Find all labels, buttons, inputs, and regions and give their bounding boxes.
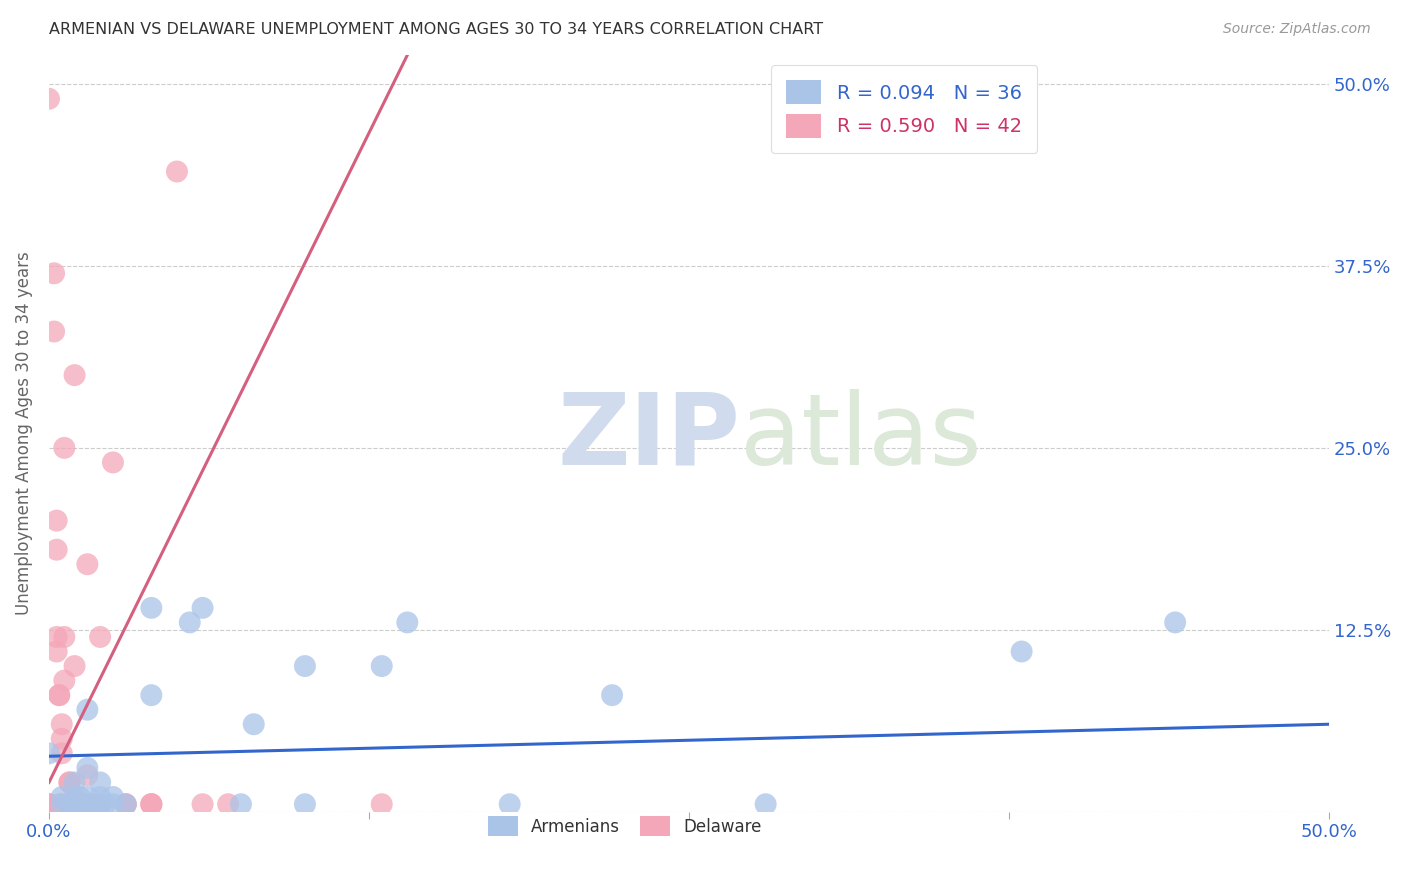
Delaware <box>166 164 188 178</box>
Delaware <box>45 514 67 528</box>
Armenians <box>101 789 124 804</box>
Delaware <box>141 797 163 812</box>
Armenians <box>1011 644 1033 658</box>
Armenians <box>191 600 214 615</box>
Delaware <box>63 368 86 383</box>
Armenians <box>101 797 124 812</box>
Delaware <box>79 797 101 812</box>
Delaware <box>45 644 67 658</box>
Armenians <box>89 797 111 812</box>
Delaware <box>63 797 86 812</box>
Armenians <box>242 717 264 731</box>
Delaware <box>217 797 239 812</box>
Armenians <box>1164 615 1187 630</box>
Armenians <box>69 797 91 812</box>
Delaware <box>89 630 111 644</box>
Armenians <box>76 797 98 812</box>
Delaware <box>53 630 76 644</box>
Delaware <box>370 797 392 812</box>
Armenians <box>76 789 98 804</box>
Delaware <box>48 797 70 812</box>
Armenians <box>63 797 86 812</box>
Delaware <box>76 558 98 572</box>
Armenians <box>294 797 316 812</box>
Text: ZIP: ZIP <box>557 389 740 485</box>
Armenians <box>294 659 316 673</box>
Armenians <box>58 797 80 812</box>
Armenians <box>51 789 73 804</box>
Delaware <box>58 797 80 812</box>
Delaware <box>114 797 136 812</box>
Armenians <box>63 789 86 804</box>
Delaware <box>48 688 70 702</box>
Armenians <box>51 797 73 812</box>
Delaware <box>101 455 124 469</box>
Delaware <box>76 768 98 782</box>
Armenians <box>89 775 111 789</box>
Armenians <box>89 789 111 804</box>
Text: Source: ZipAtlas.com: Source: ZipAtlas.com <box>1223 22 1371 37</box>
Armenians <box>94 797 117 812</box>
Armenians <box>141 688 163 702</box>
Delaware <box>58 775 80 789</box>
Delaware <box>45 630 67 644</box>
Delaware <box>38 797 60 812</box>
Delaware <box>45 542 67 557</box>
Y-axis label: Unemployment Among Ages 30 to 34 years: Unemployment Among Ages 30 to 34 years <box>15 252 32 615</box>
Armenians <box>84 797 107 812</box>
Delaware <box>56 797 79 812</box>
Armenians <box>141 600 163 615</box>
Armenians <box>76 761 98 775</box>
Delaware <box>51 731 73 746</box>
Armenians <box>370 659 392 673</box>
Armenians <box>396 615 419 630</box>
Delaware <box>42 325 65 339</box>
Text: ARMENIAN VS DELAWARE UNEMPLOYMENT AMONG AGES 30 TO 34 YEARS CORRELATION CHART: ARMENIAN VS DELAWARE UNEMPLOYMENT AMONG … <box>49 22 824 37</box>
Delaware <box>51 747 73 761</box>
Armenians <box>499 797 522 812</box>
Delaware <box>114 797 136 812</box>
Delaware <box>53 673 76 688</box>
Delaware <box>191 797 214 812</box>
Delaware <box>141 797 163 812</box>
Armenians <box>63 775 86 789</box>
Delaware <box>51 717 73 731</box>
Delaware <box>48 688 70 702</box>
Armenians <box>229 797 252 812</box>
Armenians <box>179 615 201 630</box>
Delaware <box>141 797 163 812</box>
Armenians <box>69 789 91 804</box>
Legend: Armenians, Delaware: Armenians, Delaware <box>479 808 770 845</box>
Armenians <box>755 797 778 812</box>
Delaware <box>42 266 65 280</box>
Delaware <box>53 441 76 455</box>
Armenians <box>114 797 136 812</box>
Delaware <box>63 659 86 673</box>
Armenians <box>38 747 60 761</box>
Delaware <box>89 797 111 812</box>
Delaware <box>38 797 60 812</box>
Armenians <box>600 688 623 702</box>
Delaware <box>38 797 60 812</box>
Delaware <box>58 775 80 789</box>
Armenians <box>76 703 98 717</box>
Delaware <box>38 92 60 106</box>
Delaware <box>69 797 91 812</box>
Text: atlas: atlas <box>740 389 981 485</box>
